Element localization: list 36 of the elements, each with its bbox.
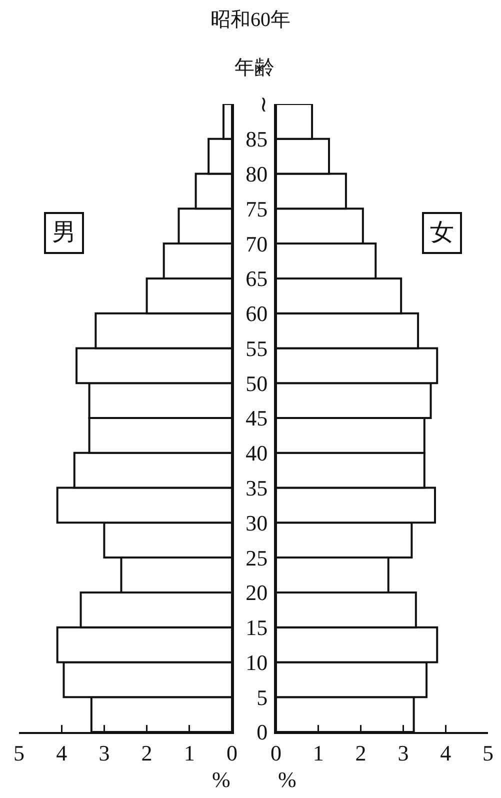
y-tick-label: 10: [246, 650, 268, 675]
y-tick-label: 20: [246, 580, 268, 606]
x-axis-title: %: [278, 767, 296, 792]
x-tick-label: 1: [312, 740, 324, 766]
y-tick-label: 0: [256, 720, 268, 745]
y-tick-label: 50: [246, 370, 268, 396]
y-axis-title: 年齢: [234, 56, 276, 81]
x-tick-label: 1: [184, 740, 195, 766]
y-tick-label: 25: [246, 545, 268, 570]
x-tick-label: 3: [98, 740, 110, 766]
y-tick-label: 65: [246, 266, 268, 292]
x-tick-label: 0: [226, 740, 238, 766]
y-tick-label: 75: [246, 196, 268, 222]
y-tick-label: 45: [246, 406, 268, 431]
y-tick-label: 15: [246, 615, 268, 640]
annotation: 男: [52, 220, 76, 246]
y-tick-label: 70: [246, 231, 268, 256]
y-tick-label: 85: [246, 126, 268, 152]
y-tick-label: ≀: [260, 92, 268, 117]
x-tick-label: 2: [141, 740, 152, 766]
x-tick-label: 4: [440, 740, 452, 766]
y-tick-label: 30: [246, 510, 268, 536]
chart-title: 昭和60年: [210, 8, 292, 33]
x-tick-label: 5: [14, 740, 24, 766]
y-tick-label: 5: [256, 684, 268, 710]
x-tick-label: 3: [398, 740, 409, 766]
x-axis-title: %: [212, 767, 230, 792]
x-tick-label: 5: [482, 740, 494, 766]
y-tick-label: 80: [246, 161, 268, 186]
y-tick-label: 60: [246, 301, 268, 326]
x-tick-label: 2: [355, 740, 366, 766]
annotation: 女: [430, 220, 454, 246]
x-tick-label: 4: [56, 740, 68, 766]
y-tick-label: 55: [246, 336, 268, 361]
y-tick-label: 35: [246, 475, 268, 500]
y-tick-label: 40: [246, 440, 268, 466]
